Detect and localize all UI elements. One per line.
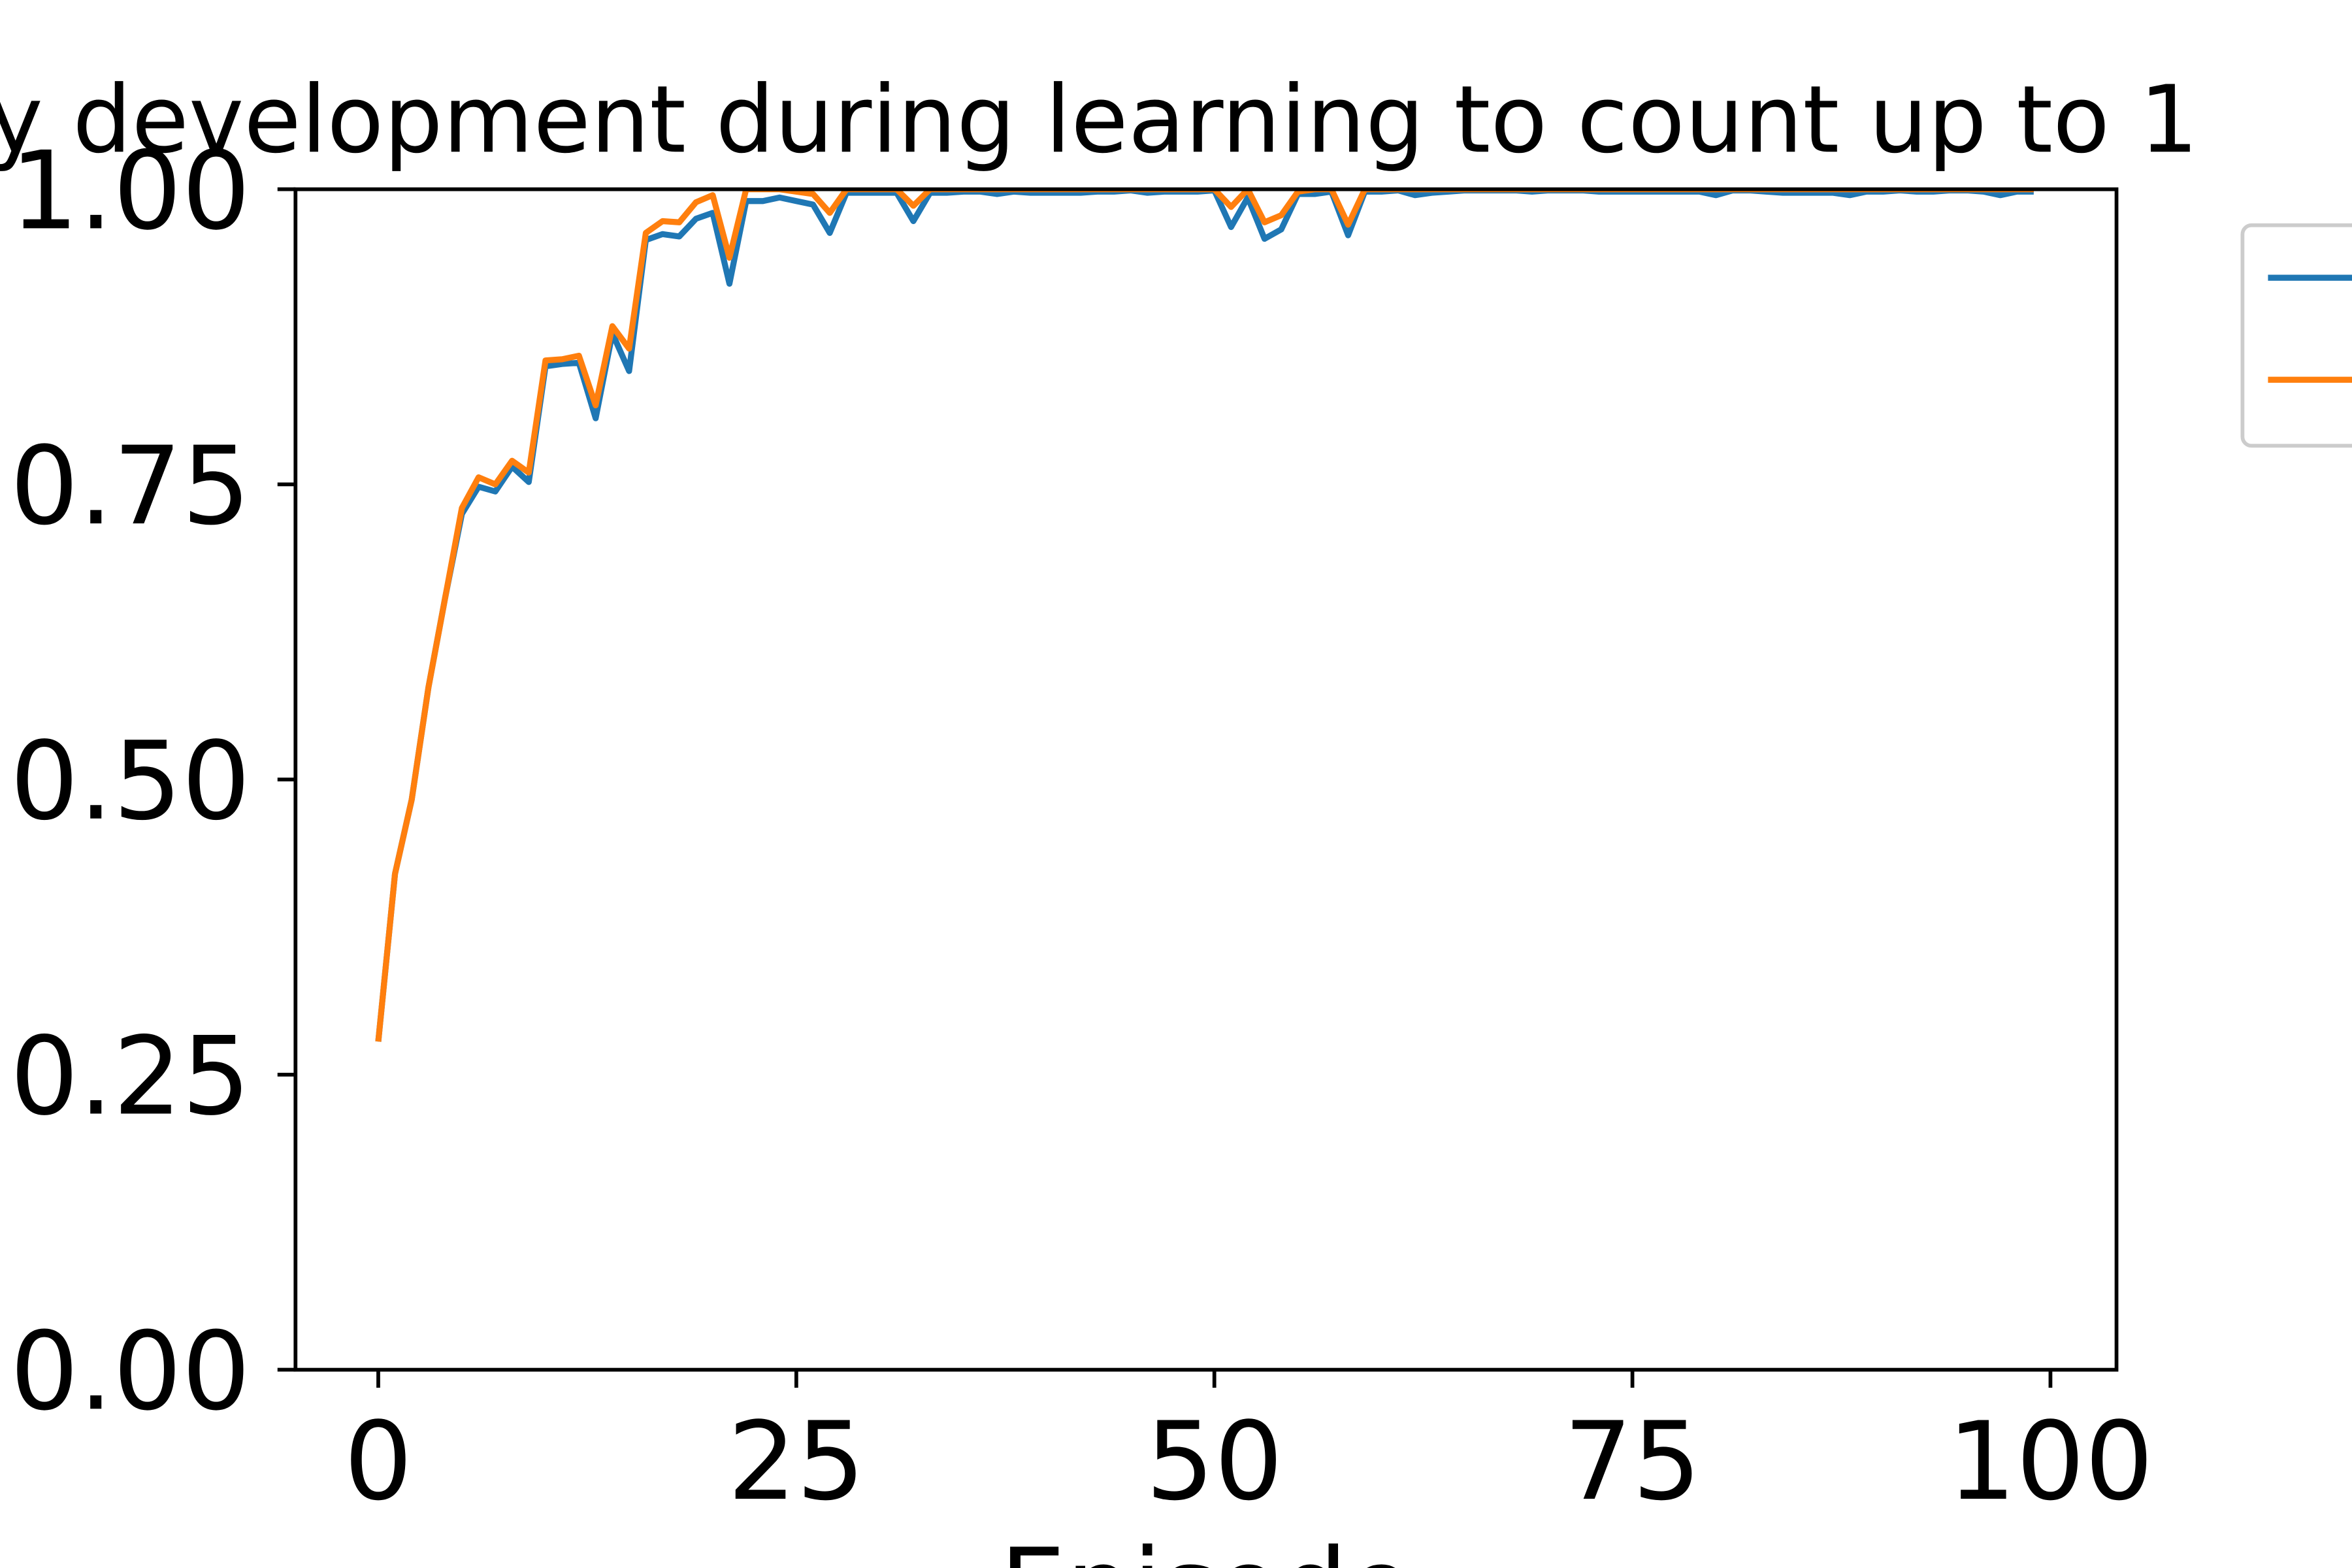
y-tick-label: 1.00 (10, 128, 250, 253)
y-tick-label: 0.75 (10, 423, 250, 549)
y-tick-label: 0.25 (10, 1014, 250, 1139)
x-tick-label: 75 (1563, 1399, 1701, 1524)
x-tick-label: 25 (728, 1399, 865, 1524)
plot-area (375, 189, 2034, 1042)
x-tick-label: 50 (1146, 1399, 1283, 1524)
chart-title: y development during learning to count u… (0, 65, 2198, 174)
x-tick-label: 100 (1948, 1399, 2154, 1524)
x-tick-label: 0 (344, 1399, 412, 1524)
x-axis-label: Episode (1000, 1526, 1412, 1568)
data-line (375, 189, 2034, 1042)
y-tick-label: 0.00 (10, 1309, 250, 1434)
data-line (375, 189, 2034, 1042)
legend-box (2240, 223, 2352, 448)
y-tick-label: 0.50 (10, 719, 250, 844)
